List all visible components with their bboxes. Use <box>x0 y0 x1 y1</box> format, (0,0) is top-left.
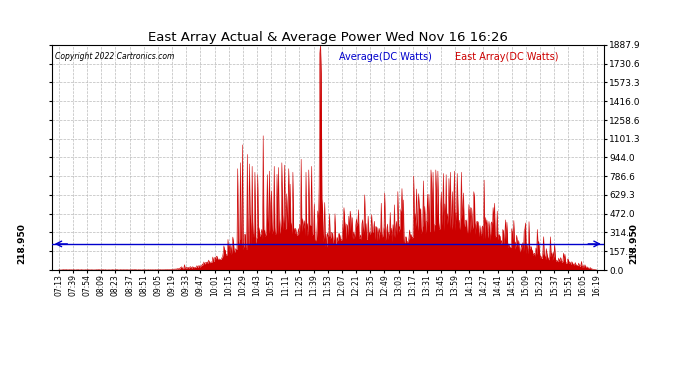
Text: 218.950: 218.950 <box>17 224 26 264</box>
Text: Copyright 2022 Cartronics.com: Copyright 2022 Cartronics.com <box>55 52 174 61</box>
Text: 218.950: 218.950 <box>629 224 639 264</box>
Text: Average(DC Watts): Average(DC Watts) <box>339 52 432 62</box>
Text: East Array(DC Watts): East Array(DC Watts) <box>455 52 558 62</box>
Title: East Array Actual & Average Power Wed Nov 16 16:26: East Array Actual & Average Power Wed No… <box>148 31 508 44</box>
